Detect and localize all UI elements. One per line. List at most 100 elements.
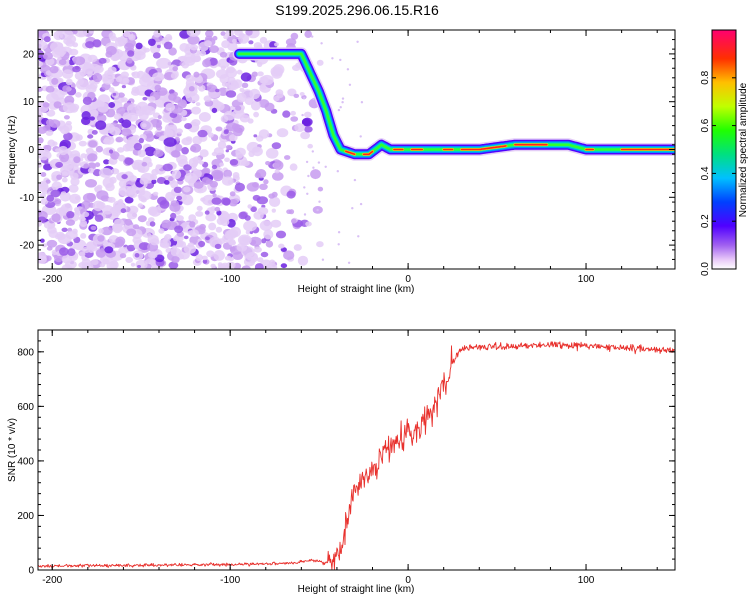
noise-blob — [265, 147, 279, 159]
noise-blob — [126, 211, 138, 220]
noise-blob — [173, 236, 179, 242]
noise-blob — [151, 168, 159, 176]
x-tick-label: 100 — [578, 274, 595, 285]
noise-blob — [246, 182, 259, 192]
noise-blob — [290, 32, 299, 40]
noise-blob — [221, 176, 234, 186]
snr-plot-area — [38, 330, 675, 570]
noise-blob — [228, 84, 236, 90]
noise-blob — [229, 159, 239, 166]
noise-blob — [89, 79, 95, 85]
noise-blob — [101, 226, 113, 236]
noise-dot — [303, 97, 306, 100]
noise-blob — [225, 149, 229, 153]
noise-blob — [82, 211, 90, 217]
noise-blob — [148, 251, 158, 259]
noise-dot — [312, 166, 315, 169]
x-tick-label: -100 — [220, 575, 240, 586]
noise-blob — [142, 96, 148, 101]
noise-blob — [297, 255, 309, 266]
noise-blob — [124, 157, 134, 165]
colorbar-gradient — [711, 29, 737, 270]
noise-blob — [53, 101, 62, 109]
noise-blob — [265, 263, 278, 269]
noise-blob — [69, 193, 81, 204]
noise-dot — [303, 186, 306, 189]
noise-blob — [220, 218, 230, 227]
noise-blob — [171, 169, 182, 180]
noise-blob — [87, 71, 93, 76]
noise-blob — [191, 119, 201, 127]
noise-blob — [121, 174, 128, 180]
noise-blob — [286, 190, 296, 199]
noise-blob — [70, 177, 80, 186]
noise-blob — [280, 263, 288, 269]
noise-blob — [149, 206, 161, 217]
noise-blob — [67, 248, 76, 256]
noise-blob — [252, 194, 261, 201]
noise-blob — [223, 35, 229, 40]
noise-blob — [195, 211, 204, 217]
y-tick-label: 0 — [28, 566, 34, 577]
noise-blob — [108, 160, 114, 165]
noise-blob — [38, 86, 43, 92]
noise-blob — [51, 48, 65, 58]
noise-blob — [241, 236, 251, 243]
snr-xlabel: Height of straight line (km) — [298, 584, 415, 595]
noise-blob — [153, 30, 161, 38]
noise-blob — [121, 119, 132, 128]
noise-blob — [258, 129, 270, 139]
noise-blob — [131, 89, 140, 96]
snr-series-line — [38, 341, 675, 570]
noise-blob — [45, 85, 55, 93]
noise-blob — [206, 84, 218, 93]
noise-blob — [87, 134, 94, 139]
noise-blob — [236, 242, 248, 252]
noise-blob — [57, 77, 64, 84]
noise-blob — [223, 169, 233, 178]
noise-blob — [103, 159, 110, 165]
noise-blob — [118, 247, 128, 255]
noise-blob — [260, 83, 267, 90]
noise-blob — [153, 149, 164, 157]
noise-blob — [172, 66, 178, 72]
noise-blob — [51, 77, 59, 85]
noise-dot — [339, 106, 342, 109]
noise-blob — [126, 57, 133, 64]
noise-blob — [233, 128, 243, 137]
noise-blob — [184, 172, 198, 184]
noise-blob — [213, 250, 225, 261]
noise-blob — [92, 200, 104, 212]
noise-blob — [265, 240, 274, 248]
snr-ticks: -200 -100 0 100 0 200 400 600 800 — [17, 329, 675, 586]
noise-blob — [120, 97, 128, 103]
snr-panel: -200 -100 0 100 0 200 400 600 800 Height of stra… — [7, 329, 676, 595]
noise-blob — [127, 112, 139, 122]
noise-dot — [346, 68, 350, 71]
noise-blob — [205, 30, 214, 38]
noise-blob — [85, 41, 95, 49]
noise-blob — [51, 213, 61, 223]
y-tick-label: 20 — [23, 49, 35, 60]
noise-blob — [40, 172, 47, 177]
colorbar-label: Normalized spectral amplitude — [738, 82, 749, 217]
noise-blob — [117, 92, 125, 98]
noise-blob — [219, 162, 225, 167]
noise-blob — [119, 253, 127, 259]
colorbar: 0.0 0.2 0.4 0.6 0.8 Normalized spectral ampl… — [700, 29, 749, 276]
noise-blob — [211, 107, 218, 114]
noise-blob — [238, 33, 250, 44]
noise-blob — [251, 71, 258, 77]
noise-blob — [121, 128, 132, 137]
noise-blob — [250, 100, 261, 111]
noise-dot — [339, 58, 342, 62]
noise-blob — [108, 149, 114, 154]
noise-blob — [62, 85, 71, 93]
noise-blob — [79, 251, 86, 257]
noise-blob — [38, 220, 43, 227]
noise-blob — [209, 57, 218, 66]
noise-blob — [42, 102, 50, 108]
noise-blob — [196, 50, 202, 55]
noise-dot — [341, 101, 344, 104]
